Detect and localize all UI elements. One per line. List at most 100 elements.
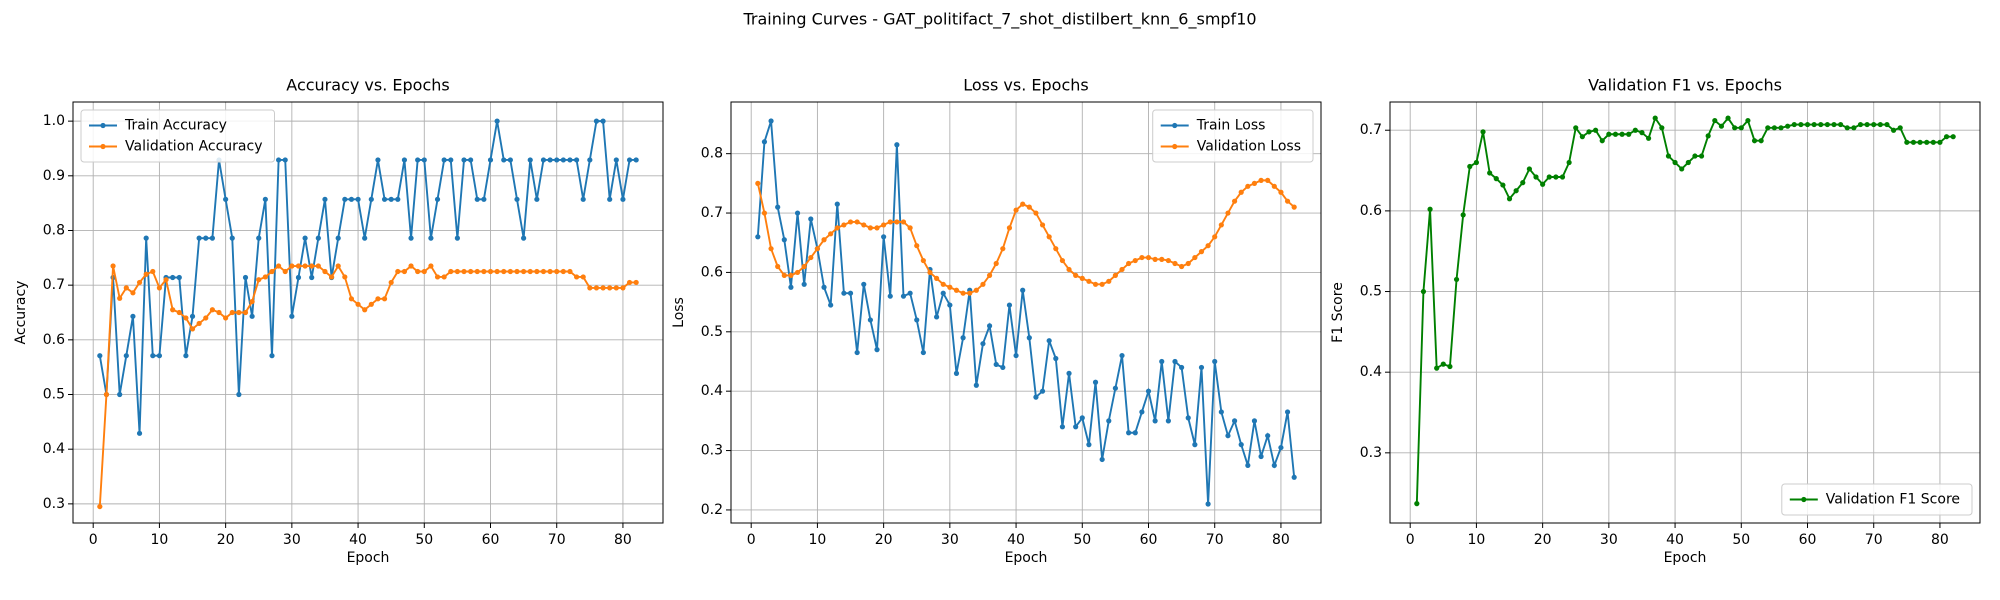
data-point: [914, 243, 920, 249]
data-point: [801, 281, 807, 287]
data-point: [980, 341, 986, 347]
data-point: [1026, 204, 1032, 210]
legend-marker: [1172, 143, 1178, 150]
data-point: [170, 274, 176, 281]
data-point: [1645, 135, 1652, 141]
figure-title: Training Curves - GAT_politifact_7_shot_…: [742, 10, 1256, 30]
data-point: [1179, 364, 1185, 371]
data-point: [1073, 272, 1079, 278]
x-axis-label: Epoch: [347, 550, 390, 566]
data-point: [1165, 418, 1171, 424]
data-point: [1679, 166, 1685, 172]
data-point: [395, 268, 401, 275]
data-point: [534, 268, 540, 275]
data-point: [821, 237, 827, 243]
data-point: [567, 268, 573, 275]
data-point: [1020, 287, 1026, 293]
data-point: [1685, 159, 1691, 166]
legend-box: [1781, 483, 1973, 516]
data-point: [1712, 117, 1718, 124]
data-point: [1765, 125, 1771, 131]
data-point: [1857, 121, 1864, 128]
data-point: [507, 268, 513, 275]
data-point: [1251, 418, 1258, 424]
data-point: [170, 307, 176, 313]
data-point: [196, 235, 202, 241]
data-point: [1179, 263, 1185, 270]
data-point: [130, 290, 136, 296]
y-tick-label: 1.0: [43, 113, 65, 129]
data-point: [388, 196, 394, 202]
data-point: [1145, 388, 1152, 394]
data-point: [1152, 418, 1158, 424]
data-point: [1046, 234, 1052, 240]
x-tick-label: 10: [151, 532, 169, 548]
legend-marker: [100, 122, 106, 129]
data-point: [881, 222, 887, 228]
data-point: [322, 268, 328, 275]
data-point: [1245, 183, 1251, 189]
data-point: [940, 290, 946, 296]
data-point: [1172, 358, 1178, 365]
data-point: [1059, 257, 1066, 264]
x-tick-label: 0: [89, 532, 98, 548]
data-point: [534, 196, 540, 202]
data-point: [494, 268, 500, 275]
data-point: [1231, 198, 1238, 204]
data-point: [867, 225, 873, 231]
data-point: [434, 196, 441, 202]
data-point: [117, 295, 123, 301]
data-point: [1053, 246, 1059, 252]
data-point: [1139, 254, 1145, 261]
data-point: [1745, 117, 1751, 124]
data-point: [1586, 129, 1592, 135]
data-point: [176, 309, 182, 316]
data-point: [613, 285, 619, 291]
data-point: [1073, 424, 1079, 430]
data-point: [1205, 243, 1211, 249]
data-point: [788, 272, 794, 278]
data-point: [448, 157, 454, 163]
data-point: [1192, 442, 1198, 448]
data-point: [1099, 281, 1105, 287]
data-point: [794, 210, 801, 216]
data-point: [861, 222, 867, 228]
data-point: [1006, 302, 1013, 308]
data-point: [1225, 433, 1231, 439]
data-point: [768, 118, 774, 124]
data-point: [940, 281, 946, 287]
legend: Train Loss Validation Loss: [1152, 109, 1314, 163]
data-point: [1910, 139, 1917, 145]
x-tick-label: 30: [283, 532, 301, 548]
data-point: [1884, 121, 1890, 128]
data-point: [560, 157, 566, 163]
data-point: [256, 235, 262, 241]
data-point: [183, 315, 189, 321]
data-point: [934, 275, 940, 281]
data-point: [1013, 207, 1019, 213]
data-point: [761, 139, 768, 145]
data-point: [1493, 176, 1499, 182]
data-point: [1804, 121, 1811, 128]
data-point: [1798, 121, 1804, 128]
data-point: [1824, 121, 1830, 128]
data-point: [1013, 352, 1019, 359]
x-tick-label: 70: [1865, 532, 1883, 548]
data-point: [521, 268, 527, 275]
data-point: [1106, 418, 1112, 424]
data-point: [302, 235, 308, 241]
data-point: [1480, 129, 1486, 135]
x-tick-label: 30: [941, 532, 959, 548]
data-point: [1152, 256, 1158, 262]
data-point: [1159, 256, 1165, 262]
data-point: [900, 219, 907, 225]
data-point: [150, 353, 156, 359]
data-point: [362, 307, 368, 313]
x-tick-label: 60: [1799, 532, 1817, 548]
data-point: [1159, 358, 1165, 365]
data-point: [1698, 153, 1705, 159]
data-point: [156, 353, 163, 359]
data-point: [1119, 352, 1125, 359]
data-point: [755, 180, 761, 186]
data-point: [801, 263, 807, 270]
